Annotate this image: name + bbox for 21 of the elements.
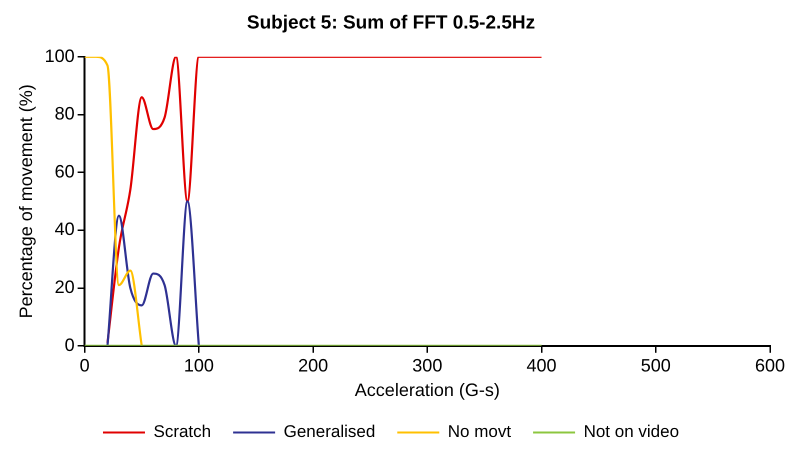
x-tick-label: 0 xyxy=(80,356,90,376)
y-tick-label: 0 xyxy=(64,334,75,355)
y-tick-label: 100 xyxy=(44,46,75,66)
x-tick-label: 200 xyxy=(298,356,328,376)
y-tick-label: 40 xyxy=(54,219,75,240)
legend-label: Scratch xyxy=(153,422,212,442)
y-axis-title: Percentage of movement (%) xyxy=(16,84,36,318)
chart-title: Subject 5: Sum of FFT 0.5-2.5Hz xyxy=(246,12,536,34)
x-tick-label: 500 xyxy=(640,356,671,376)
x-tick-label: 100 xyxy=(184,356,214,376)
line-series xyxy=(106,200,200,346)
y-tick-label: 80 xyxy=(54,104,75,124)
y-tick-label: 60 xyxy=(54,161,75,182)
legend-label: Generalised xyxy=(284,422,376,442)
legend-label: Not on video xyxy=(584,422,680,442)
x-tick-label: 600 xyxy=(754,356,786,376)
x-tick-label: 400 xyxy=(526,356,557,376)
x-axis-title: Acceleration (G-s) xyxy=(354,380,500,400)
legend-label: No movt xyxy=(448,422,512,442)
y-tick-label: 20 xyxy=(54,276,75,297)
x-tick-label: 300 xyxy=(412,356,442,376)
